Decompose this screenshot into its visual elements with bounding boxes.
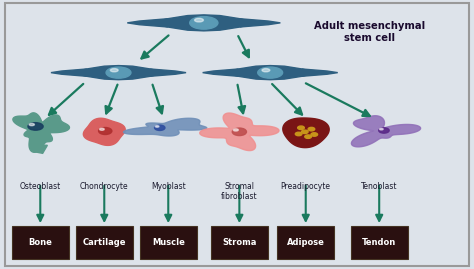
Ellipse shape [232,128,246,136]
Text: Adipose: Adipose [287,238,325,247]
Text: Myoblast: Myoblast [151,182,186,190]
FancyBboxPatch shape [11,226,69,259]
Polygon shape [151,69,186,76]
Ellipse shape [29,123,35,126]
Text: Stromal
fibroblast: Stromal fibroblast [221,182,258,201]
Ellipse shape [233,129,238,131]
Text: Cartilage: Cartilage [82,238,126,247]
Polygon shape [302,69,337,76]
Polygon shape [202,69,238,76]
Text: Bone: Bone [28,238,52,247]
Text: Tenoblast: Tenoblast [361,182,398,190]
Ellipse shape [298,126,304,130]
Polygon shape [200,113,279,151]
FancyBboxPatch shape [139,226,197,259]
FancyBboxPatch shape [210,226,268,259]
Ellipse shape [258,67,283,78]
Ellipse shape [295,132,302,136]
Polygon shape [72,66,165,80]
Text: Osteoblast: Osteoblast [19,182,61,190]
Ellipse shape [190,17,218,29]
Ellipse shape [379,128,389,133]
Ellipse shape [305,135,311,139]
FancyBboxPatch shape [277,226,334,259]
Text: Preadipocyte: Preadipocyte [281,182,331,190]
Text: Chondrocyte: Chondrocyte [80,182,128,190]
Ellipse shape [155,126,159,127]
FancyBboxPatch shape [75,226,133,259]
Ellipse shape [100,128,104,130]
Text: Tendon: Tendon [362,238,396,247]
Polygon shape [351,116,420,147]
Polygon shape [224,66,316,80]
Ellipse shape [380,128,383,130]
Polygon shape [51,69,86,76]
Ellipse shape [194,18,203,22]
Ellipse shape [155,125,165,130]
Ellipse shape [99,128,112,134]
Polygon shape [13,113,70,152]
Polygon shape [152,15,256,31]
Ellipse shape [262,69,270,72]
Polygon shape [33,145,47,153]
Ellipse shape [301,130,308,134]
Ellipse shape [311,133,318,136]
Ellipse shape [110,69,118,72]
Polygon shape [127,19,168,27]
Text: Adult mesenchymal
stem cell: Adult mesenchymal stem cell [314,22,425,43]
Ellipse shape [308,128,315,131]
Polygon shape [124,118,207,136]
Ellipse shape [28,123,43,130]
Ellipse shape [106,67,131,78]
Polygon shape [240,19,281,27]
Polygon shape [283,118,329,148]
Text: Stroma: Stroma [222,238,256,247]
Polygon shape [83,118,125,145]
Text: Muscle: Muscle [152,238,185,247]
FancyBboxPatch shape [350,226,408,259]
